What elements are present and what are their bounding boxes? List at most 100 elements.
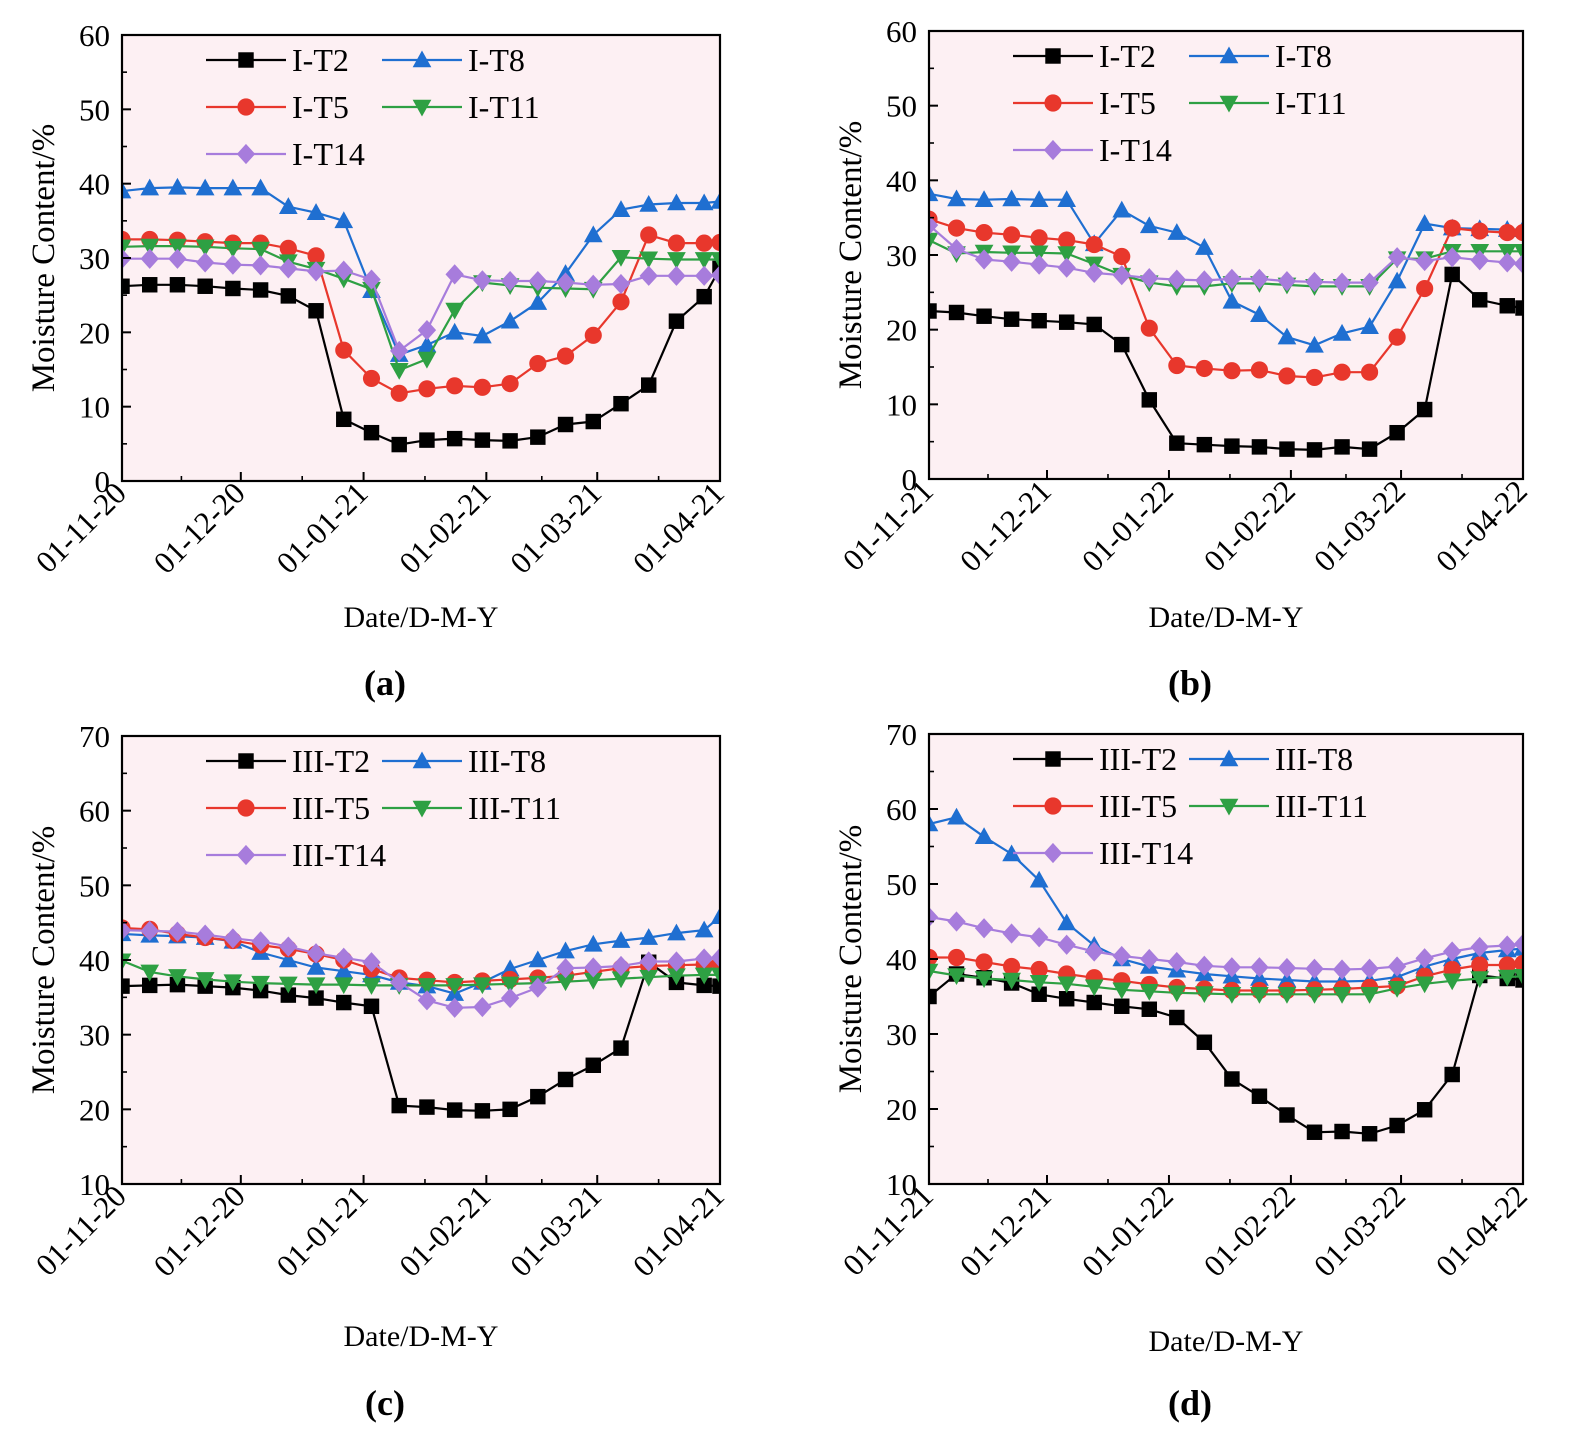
data-point-t2	[1472, 292, 1488, 308]
data-point-t2	[363, 424, 380, 441]
legend-marker	[1219, 798, 1239, 816]
data-point-t5	[975, 953, 993, 971]
data-point-t2	[502, 433, 518, 449]
legend-marker	[1043, 139, 1063, 161]
data-point-t2	[1224, 438, 1240, 454]
data-point-t2	[1224, 1071, 1240, 1087]
data-point-t2	[1169, 435, 1185, 451]
data-point-t14	[1513, 933, 1523, 955]
data-point-t8	[583, 225, 603, 243]
data-point-t14	[1415, 948, 1434, 969]
data-point-t14	[223, 928, 243, 949]
data-point-t11	[1057, 246, 1077, 264]
data-point-t14	[334, 947, 353, 968]
data-point-t11	[417, 978, 437, 995]
data-point-t5	[446, 377, 464, 395]
data-point-t14	[500, 987, 520, 1009]
series-group	[929, 807, 1523, 1142]
data-point-t14	[306, 261, 326, 282]
data-point-t14	[1250, 268, 1269, 289]
data-point-t2	[1389, 1117, 1405, 1134]
data-point-t5	[929, 948, 938, 967]
legend-marker	[1044, 797, 1062, 815]
data-point-t2	[1003, 311, 1020, 327]
panel-label: (d)	[1168, 1383, 1212, 1423]
data-point-t2	[336, 994, 352, 1011]
legend-marker	[1219, 95, 1239, 113]
data-point-t2	[1389, 424, 1405, 441]
data-point-t14	[195, 252, 215, 273]
y-tick-label: 40	[886, 942, 917, 977]
y-tick-label: 20	[886, 313, 917, 348]
y-tick-label: 40	[79, 167, 110, 202]
data-point-t11	[1497, 969, 1517, 987]
data-point-t8	[306, 203, 326, 220]
data-point-t2	[1416, 401, 1433, 418]
data-point-t2	[446, 1102, 463, 1118]
y-tick-label: 70	[79, 719, 110, 754]
data-point-t5	[975, 224, 993, 242]
legend-marker	[236, 143, 256, 165]
legend-marker	[238, 52, 254, 68]
y-axis-label: Moisture Content/%	[833, 121, 869, 390]
y-axis-label: Moisture Content/%	[26, 826, 62, 1095]
data-point-t5	[362, 369, 381, 387]
y-tick-label: 50	[79, 92, 110, 127]
data-point-t11	[974, 971, 994, 989]
data-point-t8	[445, 322, 465, 340]
data-point-t14	[473, 996, 492, 1018]
data-point-t14	[1250, 957, 1269, 978]
data-point-t14	[694, 948, 714, 969]
data-point-t8	[710, 191, 720, 209]
y-axis-label: Moisture Content/%	[26, 124, 62, 393]
legend-marker	[1219, 46, 1239, 64]
data-point-t5	[640, 226, 658, 244]
data-point-t11	[195, 239, 215, 257]
y-tick-label: 30	[886, 1017, 917, 1052]
data-point-t8	[1139, 216, 1159, 234]
data-point-t2	[557, 1071, 574, 1088]
y-tick-label: 20	[886, 1092, 917, 1127]
data-point-t14	[122, 920, 132, 941]
data-point-t14	[1415, 250, 1434, 272]
data-point-t11	[1442, 973, 1462, 991]
data-point-t11	[1332, 986, 1352, 1004]
data-point-t14	[362, 269, 381, 290]
data-point-t2	[419, 1099, 435, 1115]
x-tick-label: 01-12-21	[953, 1178, 1058, 1283]
data-point-t2	[1114, 998, 1130, 1014]
data-point-t14	[974, 249, 994, 270]
data-point-t14	[1029, 927, 1049, 948]
data-point-t14	[445, 997, 464, 1018]
legend-label: III-T2	[1099, 741, 1177, 777]
data-point-t14	[1222, 957, 1242, 978]
data-point-t14	[1195, 955, 1214, 976]
series-group	[929, 184, 1523, 458]
legend-label: III-T8	[468, 743, 546, 779]
data-point-t8	[1332, 323, 1352, 341]
data-point-t2	[1515, 972, 1523, 988]
data-point-t8	[929, 184, 939, 202]
legend-marker	[412, 800, 432, 818]
data-point-t8	[1360, 317, 1379, 334]
data-point-t8	[611, 200, 631, 217]
y-tick-label: 60	[79, 794, 110, 829]
data-point-t8	[1057, 913, 1077, 931]
data-point-t8	[223, 178, 243, 196]
data-point-t2	[391, 1097, 407, 1114]
data-point-t11	[278, 976, 298, 994]
data-point-t14	[1057, 934, 1076, 955]
data-point-t2	[502, 1101, 518, 1118]
data-point-t5	[1030, 229, 1048, 247]
x-tick-label: 01-03-22	[1307, 473, 1412, 578]
data-point-t14	[528, 270, 548, 292]
data-point-t8	[528, 950, 548, 968]
data-point-t8	[1029, 870, 1049, 888]
data-point-t14	[528, 977, 548, 998]
y-tick-label: 30	[886, 238, 917, 273]
data-point-t14	[556, 272, 575, 293]
data-point-t2	[1444, 266, 1460, 283]
data-point-t8	[1250, 305, 1269, 323]
data-point-t8	[473, 326, 492, 344]
data-point-t11	[1112, 982, 1132, 1000]
